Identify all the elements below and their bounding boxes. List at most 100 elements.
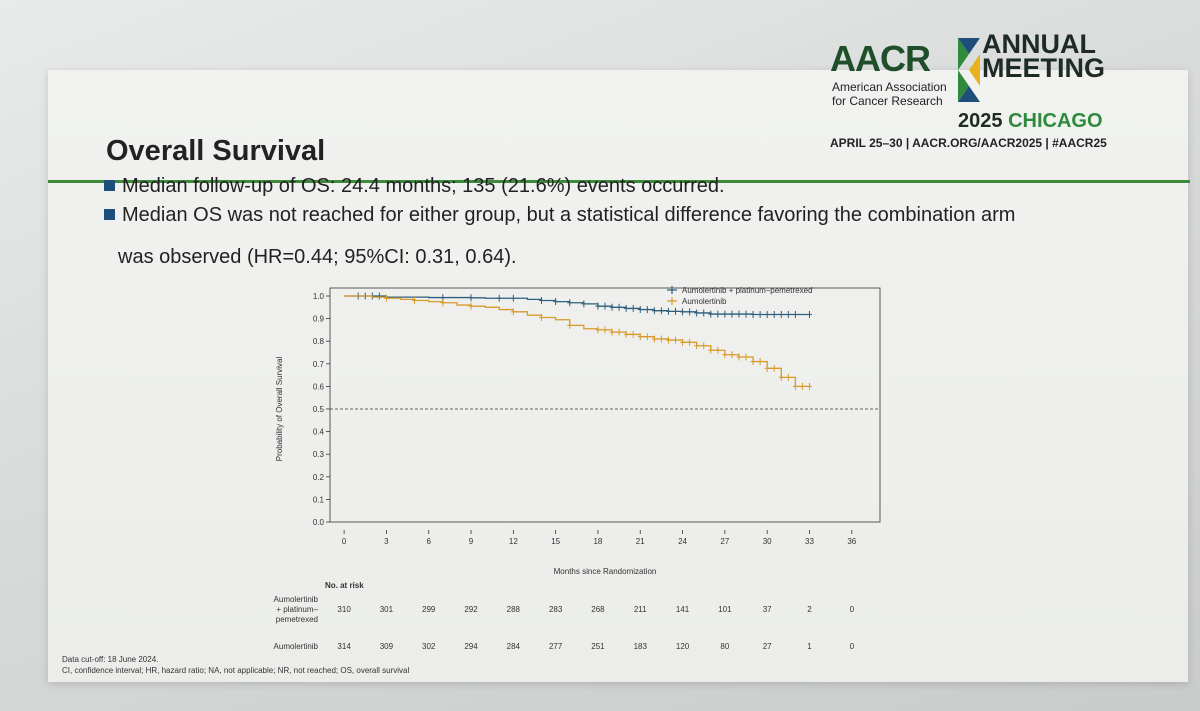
title-divider [48,180,1190,183]
censor-mark [743,310,749,318]
censor-mark [701,309,707,317]
risk-count: 2 [807,605,812,614]
risk-count: 284 [507,642,521,651]
censor-mark [750,311,756,319]
censor-mark [785,373,791,381]
x-tick-label: 0 [342,537,347,546]
bullet-2: Median OS was not reached for either gro… [104,204,1015,227]
risk-count: 299 [422,605,436,614]
slide-title: Overall Survival [106,135,326,167]
risk-count: 27 [763,642,772,651]
x-tick-label: 21 [636,537,645,546]
risk-count: 301 [380,605,394,614]
censor-mark [468,302,474,310]
risk-count: 288 [507,605,521,614]
censor-mark [539,297,545,305]
meeting-info: APRIL 25–30 | AACR.ORG/AACR2025 | #AACR2… [830,136,1107,150]
risk-row-label: Aumolertinib [274,595,319,604]
censor-mark [715,310,721,318]
risk-count: 120 [676,642,690,651]
y-tick-label: 0.5 [313,405,325,414]
censor-mark [708,346,714,354]
censor-mark [729,310,735,318]
slide [48,70,1188,682]
risk-count: 0 [850,605,855,614]
risk-row-label: pemetrexed [276,615,318,624]
censor-mark [644,333,650,341]
annual-meeting-logo-icon [958,38,980,102]
censor-mark [623,304,629,312]
censor-mark [496,294,502,302]
y-tick-label: 0.2 [313,473,325,482]
censor-mark [567,321,573,329]
x-tick-label: 12 [509,537,518,546]
censor-mark [602,302,608,310]
censor-mark [581,300,587,308]
censor-mark [757,358,763,366]
x-tick-label: 27 [720,537,729,546]
x-tick-label: 36 [847,537,856,546]
x-tick-label: 15 [551,537,560,546]
censor-mark [785,311,791,319]
censor-mark [743,353,749,361]
censor-mark [644,306,650,314]
legend-marker-icon [667,297,677,305]
legend-label: Aumolertinib + platinum–pemetrexed [682,286,813,295]
x-tick-label: 18 [593,537,602,546]
risk-count: 310 [337,605,351,614]
censor-mark [778,373,784,381]
censor-mark [637,306,643,314]
aacr-branding: AACR American Association for Cancer Res… [830,30,1140,150]
x-tick-label: 6 [426,537,431,546]
censor-mark [687,338,693,346]
risk-count: 268 [591,605,605,614]
risk-count: 0 [850,642,855,651]
y-axis-label: Probability of Overall Survival [275,357,284,462]
censor-mark [694,342,700,350]
censor-mark [412,297,418,305]
footnote-cutoff: Data cut-off: 18 June 2024. [62,655,159,664]
censor-mark [383,294,389,302]
risk-count: 1 [807,642,812,651]
censor-mark [609,303,615,311]
y-tick-label: 0.1 [313,495,325,504]
legend-label: Aumolertinib [682,297,727,306]
risk-table-title: No. at risk [325,581,364,590]
censor-mark [680,338,686,346]
censor-mark [764,311,770,319]
footnote-abbreviations: CI, confidence interval; HR, hazard rati… [62,666,410,675]
censor-mark [440,299,446,307]
censor-mark [771,311,777,319]
annual-meeting-title: ANNUAL MEETING [982,29,1106,83]
meeting-year-city: 2025 CHICAGO [958,110,1103,132]
y-tick-label: 1.0 [313,292,325,301]
bullet-2-continued: was observed (HR=0.44; 95%CI: 0.31, 0.64… [118,246,517,268]
censor-mark [630,330,636,338]
censor-mark [694,309,700,317]
censor-mark [595,326,601,334]
censor-mark [757,311,763,319]
y-tick-label: 0.7 [313,360,325,369]
legend-marker-icon [667,286,677,294]
censor-mark [806,311,812,319]
x-tick-label: 3 [384,537,389,546]
risk-count: 292 [464,605,478,614]
censor-mark [673,336,679,344]
risk-count: 101 [718,605,732,614]
aacr-org-name: American Association for Cancer Research [832,80,947,108]
censor-mark [567,299,573,307]
censor-mark [539,313,545,321]
bullet-square-icon [104,209,115,220]
risk-count: 251 [591,642,605,651]
censor-mark [792,382,798,390]
censor-mark [673,307,679,315]
risk-row-label: + platinum– [276,605,318,614]
censor-mark [616,328,622,336]
risk-count: 294 [464,642,478,651]
censor-mark [658,307,664,315]
censor-mark [630,304,636,312]
risk-count: 141 [676,605,690,614]
bullet-1: Median follow-up of OS: 24.4 months; 135… [104,175,725,198]
censor-mark [722,310,728,318]
censor-mark [687,308,693,316]
